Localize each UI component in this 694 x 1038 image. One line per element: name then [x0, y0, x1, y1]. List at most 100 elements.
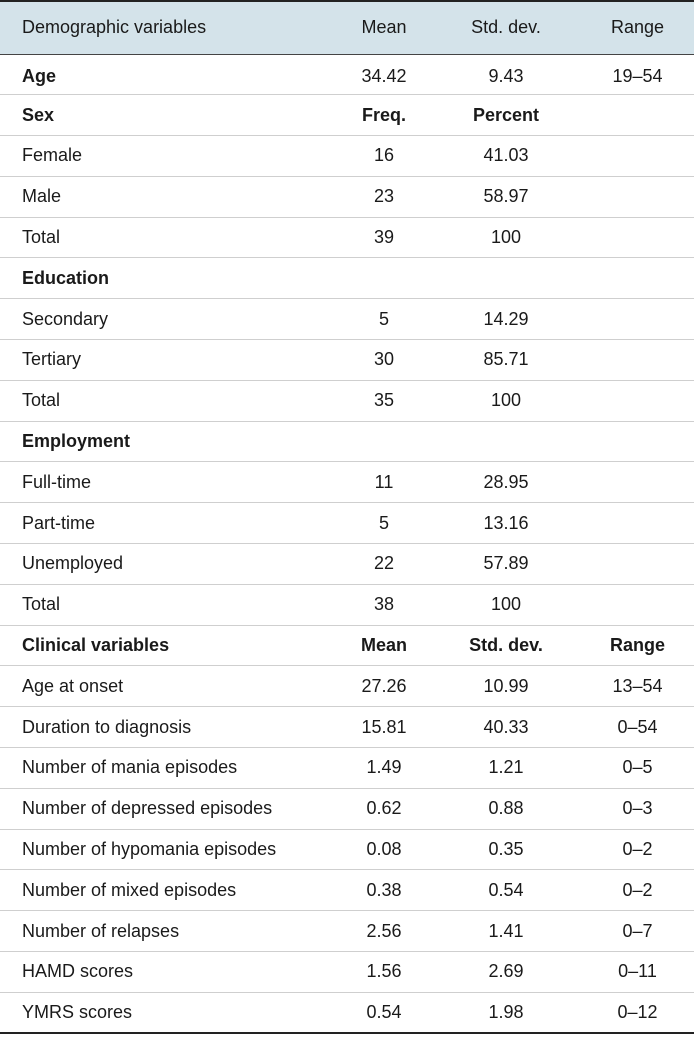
- row-label: Age at onset: [0, 665, 337, 708]
- cell-percent: [431, 257, 581, 300]
- cell-std-dev: 0.88: [431, 788, 581, 830]
- cell-mean: 27.26: [337, 665, 431, 708]
- table-row: Duration to diagnosis 15.81 40.33 0–54: [0, 706, 694, 749]
- cell-freq: 11: [337, 461, 431, 504]
- table-row-total: Total 38 100: [0, 584, 694, 626]
- table-row-age: Age 34.42 9.43 19–54: [0, 54, 694, 96]
- cell-freq: [337, 421, 431, 463]
- header-mean: Mean: [337, 0, 431, 55]
- cell-freq: 35: [337, 380, 431, 422]
- table-row: Number of depressed episodes 0.62 0.88 0…: [0, 788, 694, 830]
- table-row: Age at onset 27.26 10.99 13–54: [0, 665, 694, 708]
- table-row: Male 23 58.97: [0, 176, 694, 218]
- cell-freq: 23: [337, 176, 431, 218]
- row-label: Total: [0, 217, 337, 259]
- cell-range: [581, 380, 694, 422]
- row-label: Unemployed: [0, 543, 337, 585]
- cell-percent: 100: [431, 584, 581, 626]
- table-row: Tertiary 30 85.71: [0, 339, 694, 381]
- table-row: Number of relapses 2.56 1.41 0–7: [0, 910, 694, 953]
- row-label: Full-time: [0, 461, 337, 504]
- section-row-sex: Sex Freq. Percent: [0, 94, 694, 137]
- cell-percent: 28.95: [431, 461, 581, 504]
- row-label: Total: [0, 380, 337, 422]
- cell-range: [581, 135, 694, 177]
- table-row: Full-time 11 28.95: [0, 461, 694, 504]
- cell-range: 13–54: [581, 665, 694, 708]
- row-label: HAMD scores: [0, 951, 337, 993]
- cell-range: [581, 257, 694, 300]
- cell-percent: [431, 421, 581, 463]
- row-label: Total: [0, 584, 337, 626]
- cell-range: 0–2: [581, 869, 694, 912]
- cell-std-dev: 0.35: [431, 829, 581, 871]
- section-label: Employment: [0, 421, 337, 463]
- row-label: Age: [0, 54, 337, 96]
- row-label: Part-time: [0, 502, 337, 545]
- cell-mean: 2.56: [337, 910, 431, 953]
- section-row-education: Education: [0, 257, 694, 300]
- table-row: Unemployed 22 57.89: [0, 543, 694, 585]
- table-row: HAMD scores 1.56 2.69 0–11: [0, 951, 694, 993]
- cell-range: [581, 461, 694, 504]
- cell-std-dev: 1.41: [431, 910, 581, 953]
- subheader-mean: Mean: [337, 625, 431, 667]
- cell-range: [581, 543, 694, 585]
- cell-percent: 100: [431, 217, 581, 259]
- cell-percent: 100: [431, 380, 581, 422]
- row-label: Secondary: [0, 298, 337, 341]
- header-demographic-variables: Demographic variables: [0, 0, 337, 55]
- cell-range: 0–11: [581, 951, 694, 993]
- cell-percent: 85.71: [431, 339, 581, 381]
- cell-range: 0–54: [581, 706, 694, 749]
- cell-freq: 22: [337, 543, 431, 585]
- cell-range: 0–7: [581, 910, 694, 953]
- row-label: Number of depressed episodes: [0, 788, 337, 830]
- cell-freq: 5: [337, 298, 431, 341]
- table-row: YMRS scores 0.54 1.98 0–12: [0, 992, 694, 1035]
- section-label: Education: [0, 257, 337, 300]
- table-row-total: Total 39 100: [0, 217, 694, 259]
- cell-mean: 1.56: [337, 951, 431, 993]
- cell-freq: 39: [337, 217, 431, 259]
- cell-mean: 0.54: [337, 992, 431, 1035]
- cell-range: [581, 502, 694, 545]
- cell-percent: 41.03: [431, 135, 581, 177]
- section-label: Clinical variables: [0, 625, 337, 667]
- subheader-std-dev: Std. dev.: [431, 625, 581, 667]
- cell-freq: [337, 257, 431, 300]
- cell-std-dev: 9.43: [431, 54, 581, 96]
- cell-mean: 15.81: [337, 706, 431, 749]
- cell-freq: 5: [337, 502, 431, 545]
- cell-range: 0–2: [581, 829, 694, 871]
- subheader-percent: Percent: [431, 94, 581, 137]
- cell-range: [581, 584, 694, 626]
- section-row-clinical-variables: Clinical variables Mean Std. dev. Range: [0, 625, 694, 667]
- cell-range: 0–12: [581, 992, 694, 1035]
- cell-percent: 13.16: [431, 502, 581, 545]
- cell-percent: 14.29: [431, 298, 581, 341]
- cell-range: 19–54: [581, 54, 694, 96]
- table-row: Number of mania episodes 1.49 1.21 0–5: [0, 747, 694, 789]
- cell-range: [581, 176, 694, 218]
- table-row-total: Total 35 100: [0, 380, 694, 422]
- table-row: Part-time 5 13.16: [0, 502, 694, 545]
- section-label: Sex: [0, 94, 337, 137]
- cell-range: [581, 298, 694, 341]
- row-label: Duration to diagnosis: [0, 706, 337, 749]
- cell-percent: 58.97: [431, 176, 581, 218]
- cell-std-dev: 10.99: [431, 665, 581, 708]
- cell-percent: 57.89: [431, 543, 581, 585]
- row-label: Tertiary: [0, 339, 337, 381]
- table-body: Age 34.42 9.43 19–54 Sex Freq. Percent F…: [0, 54, 694, 1035]
- cell-std-dev: 40.33: [431, 706, 581, 749]
- row-label: Male: [0, 176, 337, 218]
- cell-freq: 38: [337, 584, 431, 626]
- cell-mean: 34.42: [337, 54, 431, 96]
- header-row: Demographic variables Mean Std. dev. Ran…: [0, 0, 694, 55]
- header-range: Range: [581, 0, 694, 55]
- table-row: Secondary 5 14.29: [0, 298, 694, 341]
- row-label: Number of mania episodes: [0, 747, 337, 789]
- table-row: Number of hypomania episodes 0.08 0.35 0…: [0, 829, 694, 871]
